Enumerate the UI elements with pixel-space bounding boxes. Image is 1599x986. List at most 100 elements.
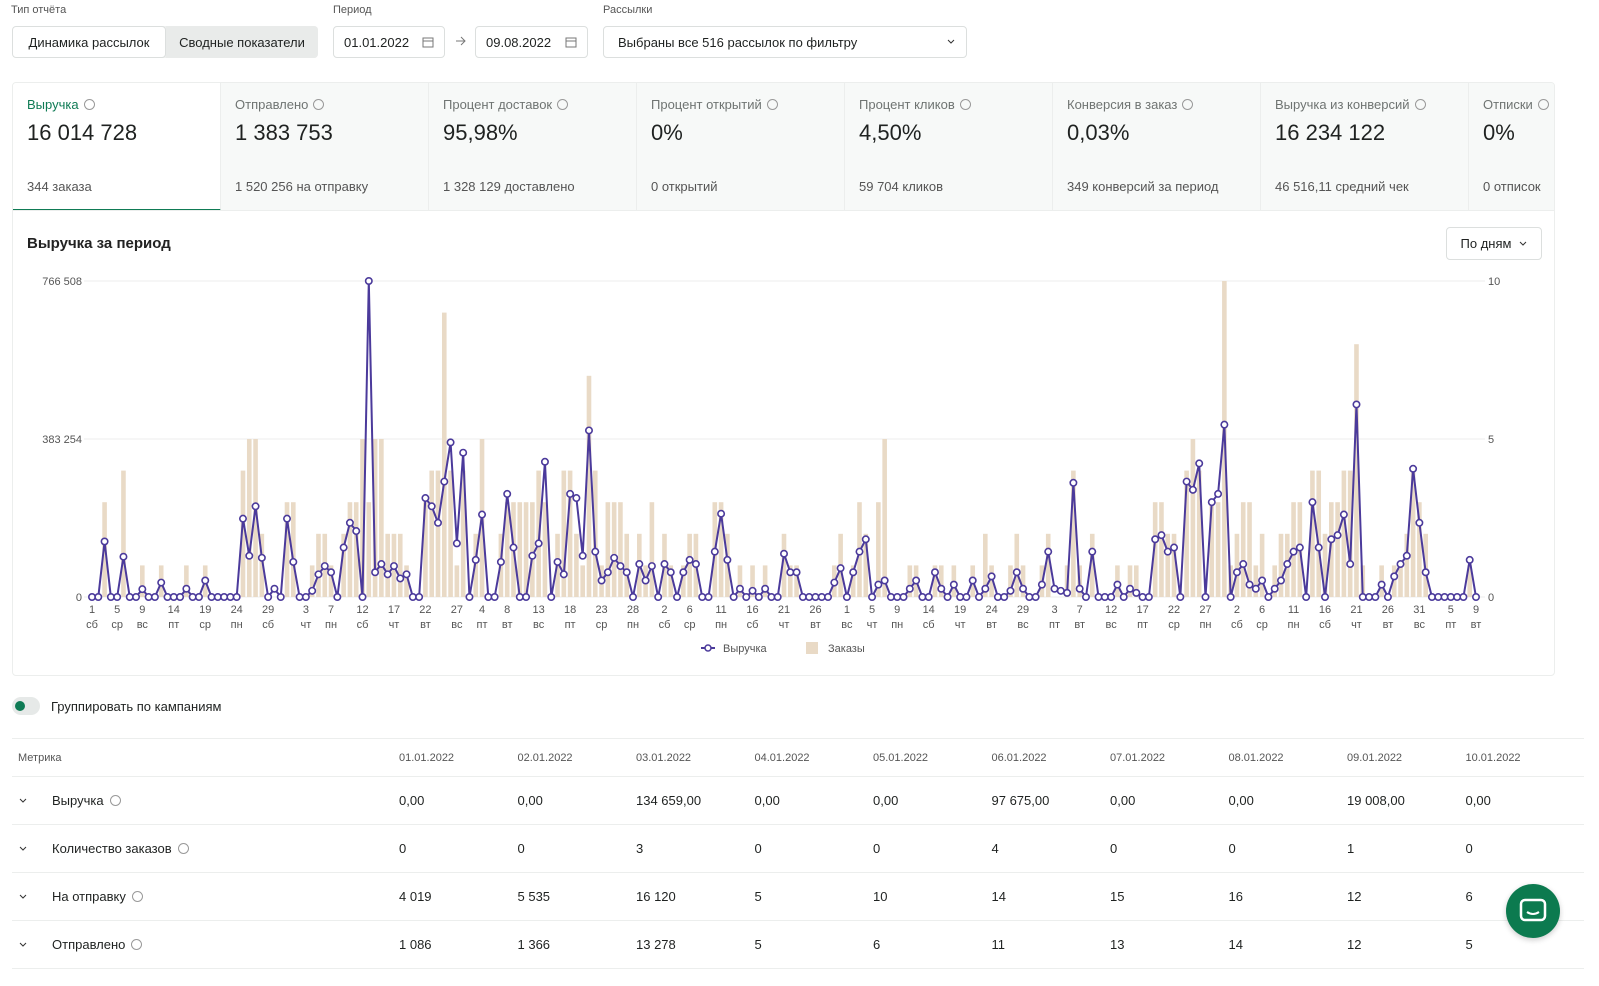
bar (379, 439, 384, 597)
date-from[interactable]: 01.01.2022 (333, 26, 445, 58)
point (339, 543, 348, 552)
point (207, 592, 216, 601)
point (1050, 584, 1059, 593)
bar (404, 565, 409, 597)
metric-note: 0 отписок (1483, 179, 1541, 194)
metric-card[interactable]: Отписки 0% 0 отписок (1469, 83, 1554, 210)
metric-card[interactable]: Отправлено 1 383 753 1 520 256 на отправку (221, 83, 429, 210)
point (968, 576, 977, 585)
metric-card[interactable]: Процент доставок 95,98% 1 328 129 доставле… (429, 83, 637, 210)
point (1201, 592, 1210, 601)
expand-toggle[interactable] (18, 841, 52, 856)
bar (1329, 502, 1334, 597)
point (1352, 400, 1361, 409)
point (465, 592, 474, 601)
table-cell: 4 (991, 824, 1110, 873)
point (805, 592, 814, 601)
bar (1209, 502, 1215, 597)
report-type-option[interactable]: Динамика рассылок (12, 26, 166, 58)
table-header-row: Метрика 01.01.2022 02.01.2022 03.01.2022 04.… (12, 738, 1584, 777)
point (1308, 498, 1317, 507)
point (1339, 510, 1348, 519)
point (132, 592, 141, 601)
group-toggle-label: Группировать по кампаниям (51, 699, 222, 714)
metric-card[interactable]: Процент открытий 0% 0 открытий (637, 83, 845, 210)
point (1289, 547, 1298, 556)
bar (347, 502, 353, 597)
x-tick-sublabel: чт (867, 619, 878, 631)
x-tick-sublabel: ср (199, 619, 211, 631)
point (245, 551, 254, 560)
x-tick-label: 19 (954, 604, 966, 616)
point (1396, 560, 1405, 569)
legend-item[interactable]: Выручка (701, 643, 768, 655)
table-cell: 16 (1228, 872, 1347, 921)
bar (1071, 470, 1076, 597)
chat-button[interactable] (1506, 884, 1560, 938)
mailings-select[interactable]: Выбраны все 516 рассылок по фильтру (603, 26, 967, 58)
point (673, 592, 682, 601)
bar (454, 565, 460, 597)
bar (574, 533, 579, 597)
point (1434, 592, 1443, 601)
report-type-option[interactable]: Сводные показатели (166, 26, 318, 58)
x-tick-label: 5 (1448, 604, 1454, 616)
row-label-cell: Отправлено (12, 920, 399, 969)
table-cell: 12 (1347, 872, 1466, 921)
point (433, 518, 442, 527)
bar (787, 565, 793, 597)
metric-card[interactable]: Процент кликов 4,50% 59 704 кликов (845, 83, 1053, 210)
point (717, 509, 726, 518)
bar (284, 502, 290, 597)
point (679, 568, 688, 577)
help-icon (83, 99, 95, 110)
point (169, 592, 178, 601)
point (459, 448, 468, 457)
bar (586, 375, 592, 597)
x-tick-label: 29 (262, 604, 274, 616)
point (811, 592, 820, 601)
point (584, 426, 593, 435)
bar (1253, 565, 1259, 597)
point (176, 592, 185, 601)
bar (460, 470, 466, 597)
point (138, 585, 147, 594)
group-select[interactable]: По дням (1446, 227, 1542, 260)
bar (567, 470, 573, 597)
point (1163, 547, 1172, 556)
metric-card[interactable]: Конверсия в заказ 0,03% 349 конверсий за п… (1053, 83, 1261, 210)
table-cell: 15 (1110, 872, 1229, 921)
point (1214, 489, 1223, 498)
bar (1404, 533, 1410, 597)
expand-toggle[interactable] (18, 793, 52, 808)
expand-toggle[interactable] (18, 889, 52, 904)
legend-item[interactable]: Заказы (806, 642, 865, 655)
x-tick-sublabel: пн (627, 619, 639, 631)
point (880, 576, 889, 585)
point (798, 592, 807, 601)
metric-card[interactable]: Выручка из конверсий 16 234 122 46 516,11 … (1261, 83, 1469, 210)
metric-card[interactable]: Выручка 16 014 728 344 заказа (13, 83, 221, 210)
table-header-cell: 02.01.2022 (517, 738, 636, 777)
table-cell: 0 (873, 824, 992, 873)
group-toggle[interactable] (12, 697, 40, 715)
bar (1089, 533, 1095, 597)
point (371, 568, 380, 577)
bar (1417, 502, 1422, 597)
x-tick-sublabel: пн (231, 619, 243, 631)
point (685, 555, 694, 564)
x-tick-label: 28 (627, 604, 639, 616)
point (987, 572, 996, 581)
bar (1014, 533, 1020, 597)
x-tick-sublabel: пн (325, 619, 337, 631)
bar (504, 502, 510, 597)
row-label-cell: На отправку (12, 872, 399, 921)
point (264, 592, 273, 601)
point (125, 592, 134, 601)
point (924, 592, 933, 601)
date-to[interactable]: 09.08.2022 (475, 26, 588, 58)
expand-toggle[interactable] (18, 937, 52, 952)
point (358, 592, 367, 601)
point (1390, 572, 1399, 581)
point (119, 552, 128, 561)
